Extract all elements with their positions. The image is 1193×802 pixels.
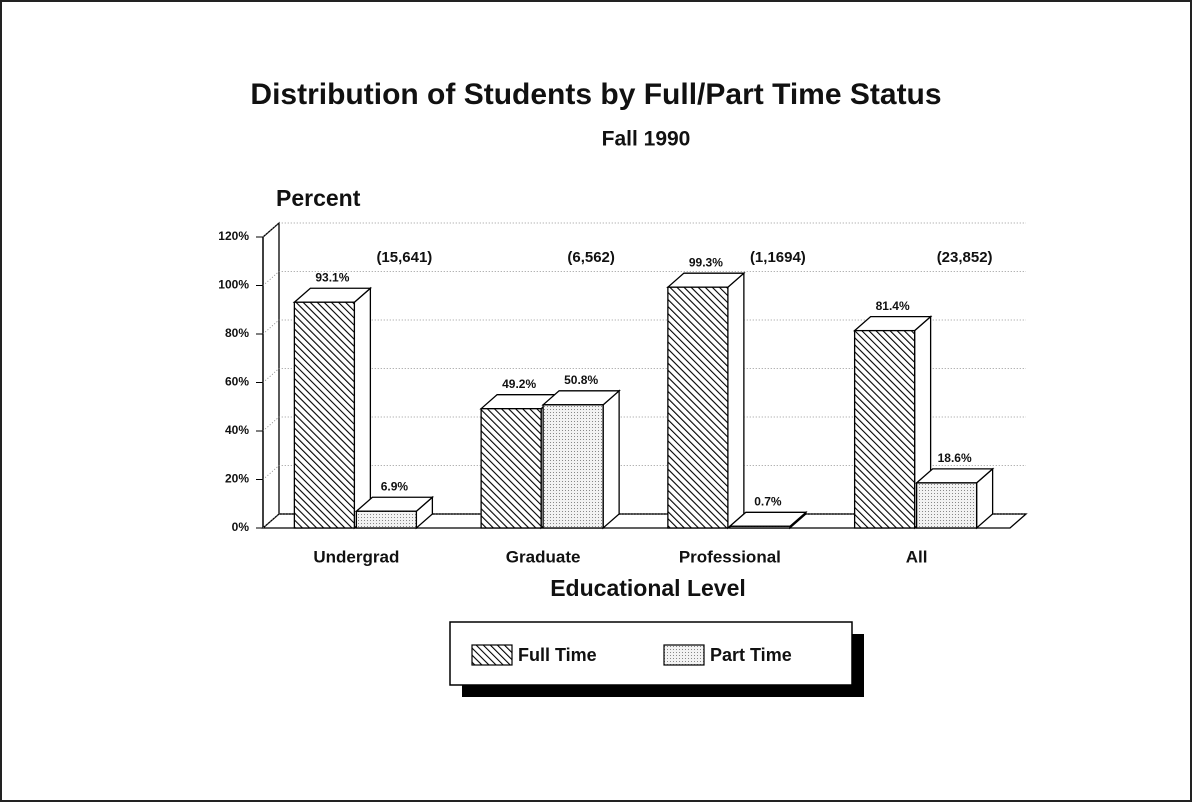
bar-front bbox=[729, 525, 791, 529]
grid-line bbox=[262, 319, 1026, 335]
bar bbox=[354, 495, 435, 530]
value-label: 50.8% bbox=[564, 373, 598, 387]
y-tick-label: 0% bbox=[232, 520, 250, 534]
bar-front bbox=[853, 329, 916, 529]
bar bbox=[728, 510, 808, 530]
value-label: 0.7% bbox=[754, 494, 782, 508]
annotation: (6,562) bbox=[567, 249, 615, 266]
bar bbox=[292, 286, 373, 530]
y-tick-label: 100% bbox=[218, 278, 249, 292]
bar-front bbox=[355, 510, 418, 529]
bar bbox=[541, 389, 621, 530]
bar-front bbox=[542, 404, 604, 529]
bar-front bbox=[293, 301, 356, 529]
bar-front bbox=[915, 482, 978, 529]
annotation: (15,641) bbox=[376, 249, 432, 266]
x-tick-label: Undergrad bbox=[313, 547, 399, 566]
legend-swatch bbox=[663, 644, 705, 666]
annotation: (1,1694) bbox=[750, 249, 806, 266]
value-label: 81.4% bbox=[876, 299, 910, 313]
bar-front bbox=[667, 286, 729, 529]
y-axis-label: Percent bbox=[276, 185, 361, 211]
value-label: 6.9% bbox=[381, 479, 409, 493]
y-tick-label: 60% bbox=[225, 375, 249, 389]
value-label: 49.2% bbox=[502, 377, 536, 391]
x-tick-label: Graduate bbox=[506, 547, 581, 566]
y-tick-label: 40% bbox=[225, 423, 249, 437]
legend-label: Part Time bbox=[710, 645, 792, 665]
legend-swatch bbox=[471, 644, 513, 666]
grid-line bbox=[262, 368, 1026, 383]
x-tick-label: Professional bbox=[679, 547, 781, 566]
value-label: 93.1% bbox=[315, 270, 349, 284]
bar bbox=[914, 467, 995, 530]
y-tick-label: 80% bbox=[225, 326, 249, 340]
grid-line bbox=[262, 271, 1026, 286]
annotation: (23,852) bbox=[937, 249, 993, 266]
bar bbox=[666, 271, 746, 530]
grid-line bbox=[262, 465, 1026, 480]
grid-line bbox=[262, 416, 1026, 432]
x-axis-label: Educational Level bbox=[550, 575, 746, 601]
y-tick-label: 120% bbox=[218, 229, 249, 243]
bar-side bbox=[727, 271, 745, 530]
x-tick-label: All bbox=[906, 547, 928, 566]
chart-title: Distribution of Students by Full/Part Ti… bbox=[250, 78, 941, 111]
y-tick-label: 20% bbox=[225, 472, 249, 486]
value-label: 18.6% bbox=[938, 451, 972, 465]
value-label: 99.3% bbox=[689, 255, 723, 269]
bar-side bbox=[602, 389, 620, 530]
bar-front bbox=[480, 408, 542, 529]
legend-label: Full Time bbox=[518, 645, 597, 665]
bar-side bbox=[353, 286, 372, 530]
chart-subtitle: Fall 1990 bbox=[602, 128, 691, 151]
legend bbox=[449, 621, 853, 686]
grid-line bbox=[262, 222, 1026, 238]
